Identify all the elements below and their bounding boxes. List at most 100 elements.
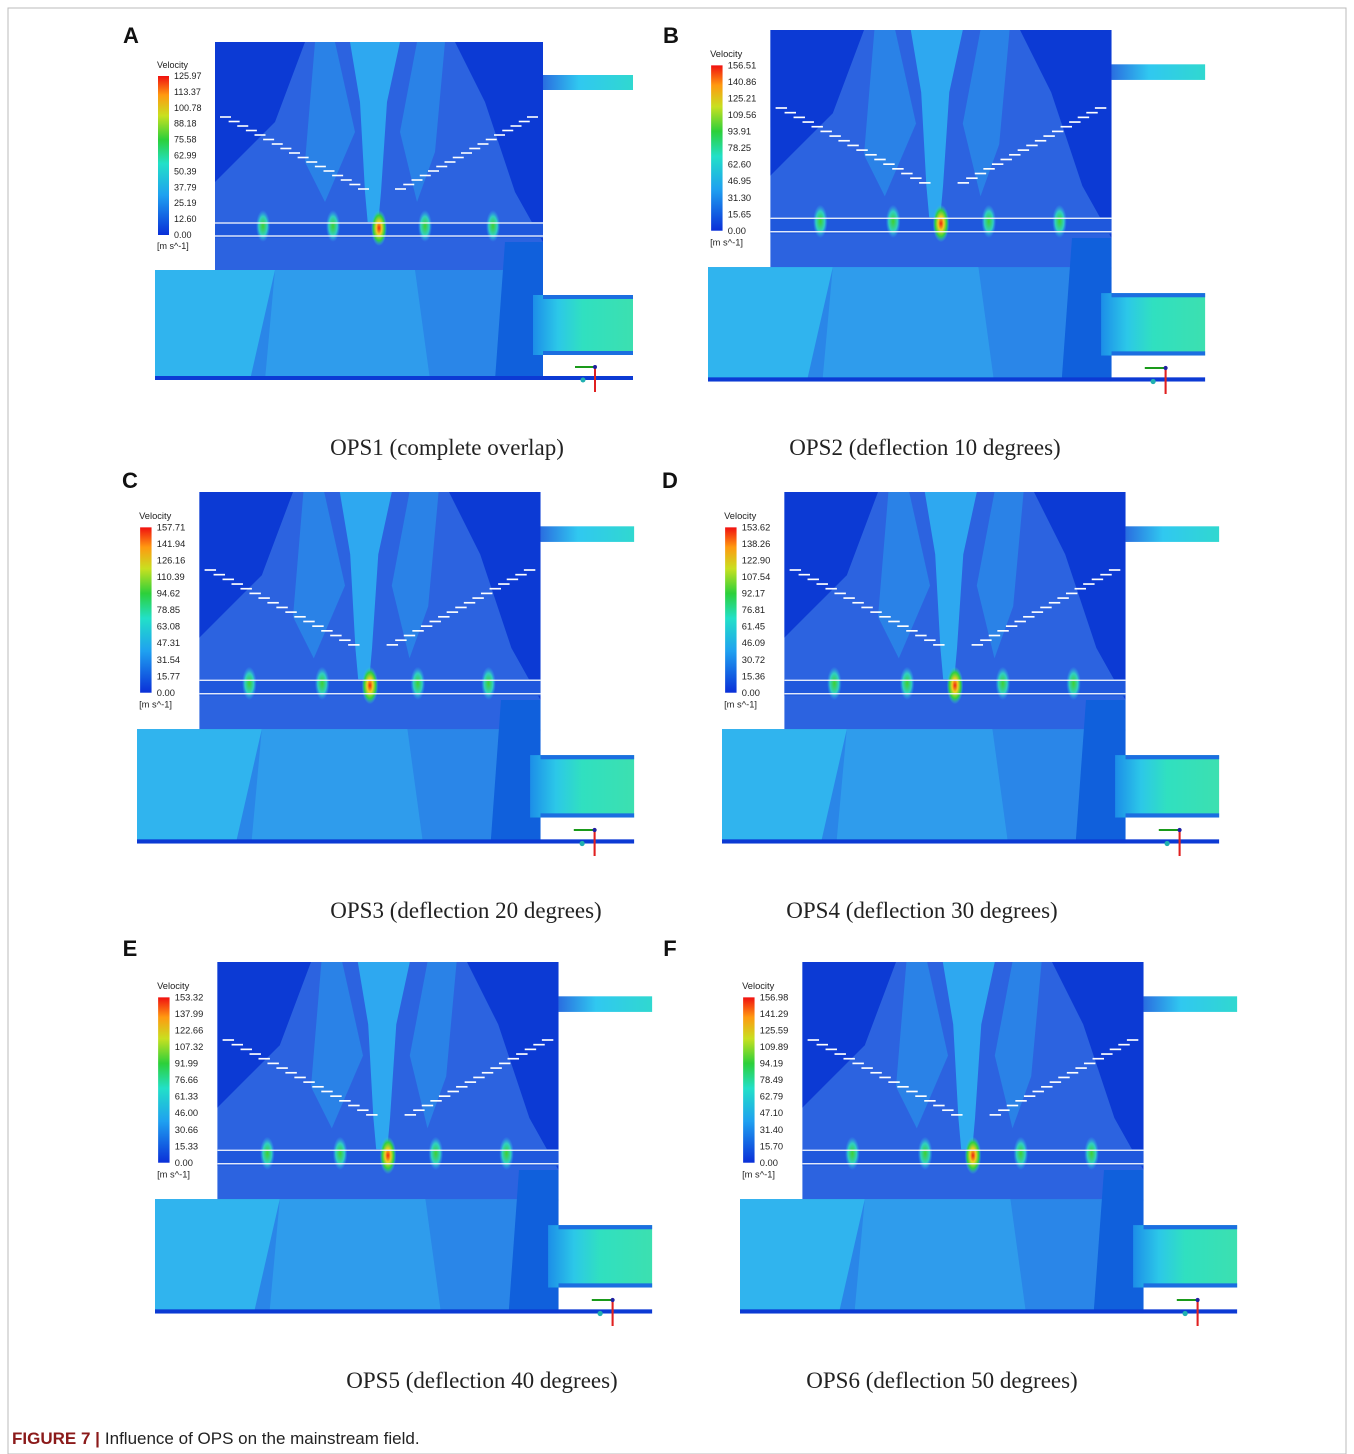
panel-letter: F: [663, 936, 676, 961]
lower-light: [265, 270, 430, 380]
jet: [256, 210, 270, 242]
legend-label: 15.65: [728, 209, 751, 219]
outlet-edge: [1125, 813, 1220, 818]
dark-zone: [1052, 962, 1144, 1170]
legend-label: 109.56: [728, 110, 757, 120]
jet: [332, 1136, 348, 1170]
colorbar: [743, 997, 755, 1163]
jet: [885, 204, 901, 238]
panel-caption: OPS4 (deflection 30 degrees): [786, 898, 1057, 923]
dark-zone: [199, 492, 293, 638]
triad-dot: [1164, 840, 1170, 847]
jet: [314, 666, 330, 700]
legend-label: 15.77: [157, 671, 180, 681]
jet: [1066, 666, 1081, 700]
lower-light: [269, 1199, 441, 1314]
colorbar: [158, 997, 170, 1163]
panel-caption: OPS2 (deflection 10 degrees): [789, 435, 1060, 460]
panel-letter: E: [123, 936, 138, 961]
legend-label: 0.00: [760, 1158, 778, 1168]
jet: [995, 666, 1011, 700]
legend-label: 141.94: [157, 539, 186, 549]
bottom-edge: [155, 376, 633, 380]
top-outlet: [1111, 64, 1206, 80]
top-outlet: [558, 996, 653, 1012]
lower-dark: [495, 242, 543, 380]
jet: [326, 210, 340, 242]
legend-label: 37.79: [174, 182, 197, 192]
outlet-edge: [540, 813, 635, 818]
jet: [827, 666, 842, 700]
colorbar: [725, 527, 737, 693]
triad-dot: [579, 840, 585, 847]
central-jet: [361, 666, 379, 705]
legend-label: 15.36: [742, 671, 765, 681]
triad-origin: [1163, 365, 1168, 371]
legend-unit: [m s^-1]: [742, 1169, 775, 1179]
lower-dark: [490, 700, 541, 844]
jet: [1084, 1136, 1099, 1170]
plume-outer: [962, 30, 1010, 197]
jet: [481, 666, 496, 700]
legend-label: 25.19: [174, 198, 197, 208]
plume-outer: [305, 42, 355, 202]
jet: [428, 1136, 444, 1170]
legend-label: 61.33: [175, 1092, 198, 1102]
legend-label: 0.00: [157, 688, 175, 698]
legend-label: 63.08: [157, 622, 180, 632]
legend-label: 62.79: [760, 1092, 783, 1102]
legend-unit: [m s^-1]: [139, 699, 172, 709]
outlet-edge: [1143, 1225, 1238, 1230]
plume-outer: [994, 962, 1042, 1129]
legend-unit: [m s^-1]: [710, 237, 743, 247]
legend-label: 12.60: [174, 214, 197, 224]
legend-label: 62.60: [728, 160, 751, 170]
side-outlet: [1101, 293, 1206, 356]
triad-dot: [1150, 378, 1156, 385]
legend-label: 50.39: [174, 166, 197, 176]
side-outlet: [530, 755, 635, 818]
plume-outer: [311, 962, 363, 1129]
dark-zone: [802, 962, 896, 1108]
legend-label: 46.09: [742, 638, 765, 648]
plume-outer: [864, 30, 916, 197]
legend-label: 122.66: [175, 1026, 204, 1036]
plume-outer: [293, 492, 345, 659]
plume-outer: [878, 492, 930, 659]
legend-label: 125.59: [760, 1026, 789, 1036]
jet: [410, 666, 426, 700]
legend-label: 61.45: [742, 622, 765, 632]
legend-label: 47.10: [760, 1108, 783, 1118]
dark-zone: [1020, 30, 1112, 238]
dark-zone: [784, 492, 878, 638]
legend-label: 94.62: [157, 589, 180, 599]
dark-zone: [467, 962, 559, 1170]
legend-label: 46.95: [728, 176, 751, 186]
side-outlet: [548, 1225, 653, 1288]
jet: [260, 1136, 275, 1170]
legend-title: Velocity: [157, 60, 189, 70]
legend-unit: [m s^-1]: [157, 1169, 190, 1179]
jet: [813, 204, 828, 238]
jet: [486, 210, 500, 242]
triad-origin: [593, 365, 597, 369]
jet: [899, 666, 915, 700]
legend-label: 30.72: [742, 655, 765, 665]
legend-label: 46.00: [175, 1108, 198, 1118]
outlet-edge: [1111, 351, 1206, 356]
legend-title: Velocity: [710, 49, 743, 59]
legend-label: 76.66: [175, 1075, 198, 1085]
legend-label: 100.78: [174, 103, 202, 113]
panel-caption: OPS3 (deflection 20 degrees): [330, 898, 601, 923]
legend-label: 15.33: [175, 1141, 198, 1151]
legend-title: Velocity: [724, 511, 757, 521]
triad-origin: [592, 827, 597, 833]
figure-caption: FIGURE 7 | Influence of OPS on the mainst…: [12, 1429, 420, 1448]
bottom-edge: [137, 839, 635, 844]
figure-caption-text: Influence of OPS on the mainstream field…: [105, 1429, 420, 1448]
dark-zone: [770, 30, 864, 176]
legend-label: 125.97: [174, 71, 202, 81]
